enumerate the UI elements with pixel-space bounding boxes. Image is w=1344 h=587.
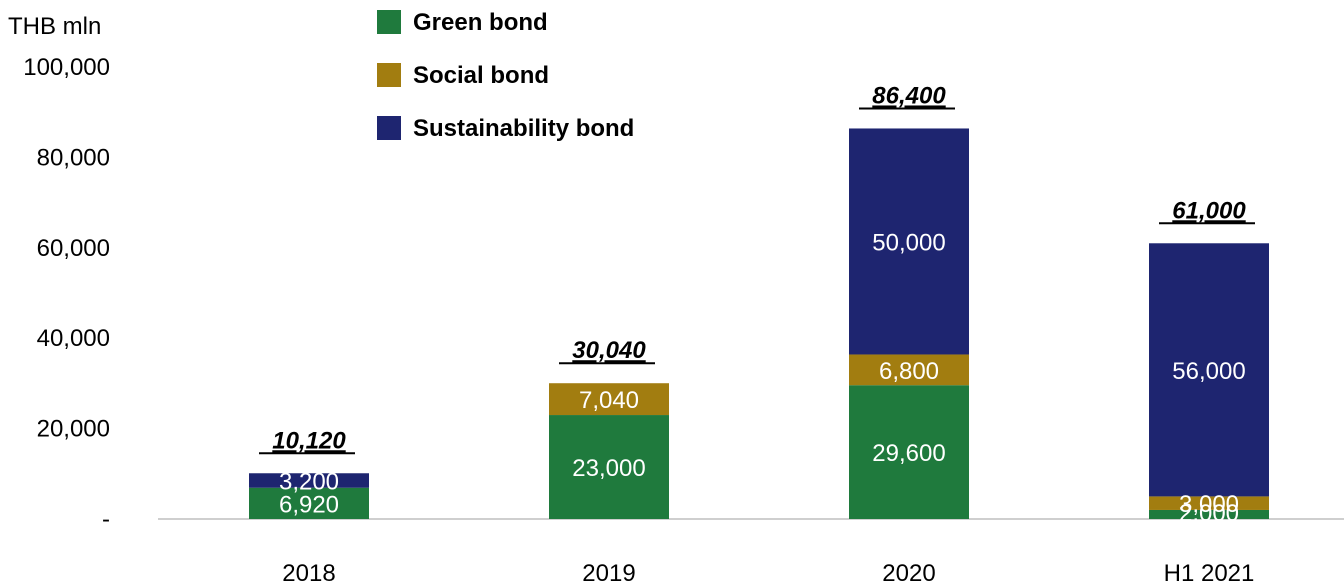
legend: Green bond Social bond Sustainability bond	[377, 9, 634, 142]
legend-label: Sustainability bond	[413, 115, 634, 142]
y-tick-label: 60,000	[37, 235, 110, 262]
x-tick-label: 2019	[582, 560, 635, 587]
total-label: 86,400	[872, 82, 946, 109]
x-tick-label: 2020	[882, 560, 935, 587]
y-axis: - 20,000 40,000 60,000 80,000 100,000	[23, 54, 110, 533]
data-label: 3,000	[1179, 491, 1239, 518]
y-tick-label: 20,000	[37, 416, 110, 443]
x-tick-label: 2018	[282, 560, 335, 587]
legend-swatch	[377, 63, 401, 87]
data-label: 6,800	[879, 358, 939, 385]
y-tick-label: 40,000	[37, 325, 110, 352]
total-labels: 10,120 30,040 86,400 61,000	[259, 82, 1255, 454]
y-tick-label: 100,000	[23, 54, 110, 81]
data-label: 23,000	[572, 455, 645, 482]
total-label: 10,120	[272, 427, 346, 454]
x-tick-label: H1 2021	[1164, 560, 1255, 587]
legend-swatch	[377, 116, 401, 140]
data-label: 50,000	[872, 229, 945, 256]
x-axis: 2018 2019 2020 H1 2021	[282, 560, 1254, 587]
data-label: 56,000	[1172, 358, 1245, 385]
data-label: 7,040	[579, 387, 639, 414]
legend-label: Green bond	[413, 9, 548, 36]
total-label: 61,000	[1172, 197, 1246, 224]
total-label: 30,040	[572, 337, 646, 364]
y-tick-label: -	[102, 506, 110, 533]
legend-label: Social bond	[413, 62, 549, 89]
unit-label: THB mln	[8, 13, 101, 40]
data-label: 3,200	[279, 468, 339, 495]
y-tick-label: 80,000	[37, 144, 110, 171]
legend-swatch	[377, 10, 401, 34]
data-label: 29,600	[872, 440, 945, 467]
bars	[249, 128, 1269, 519]
